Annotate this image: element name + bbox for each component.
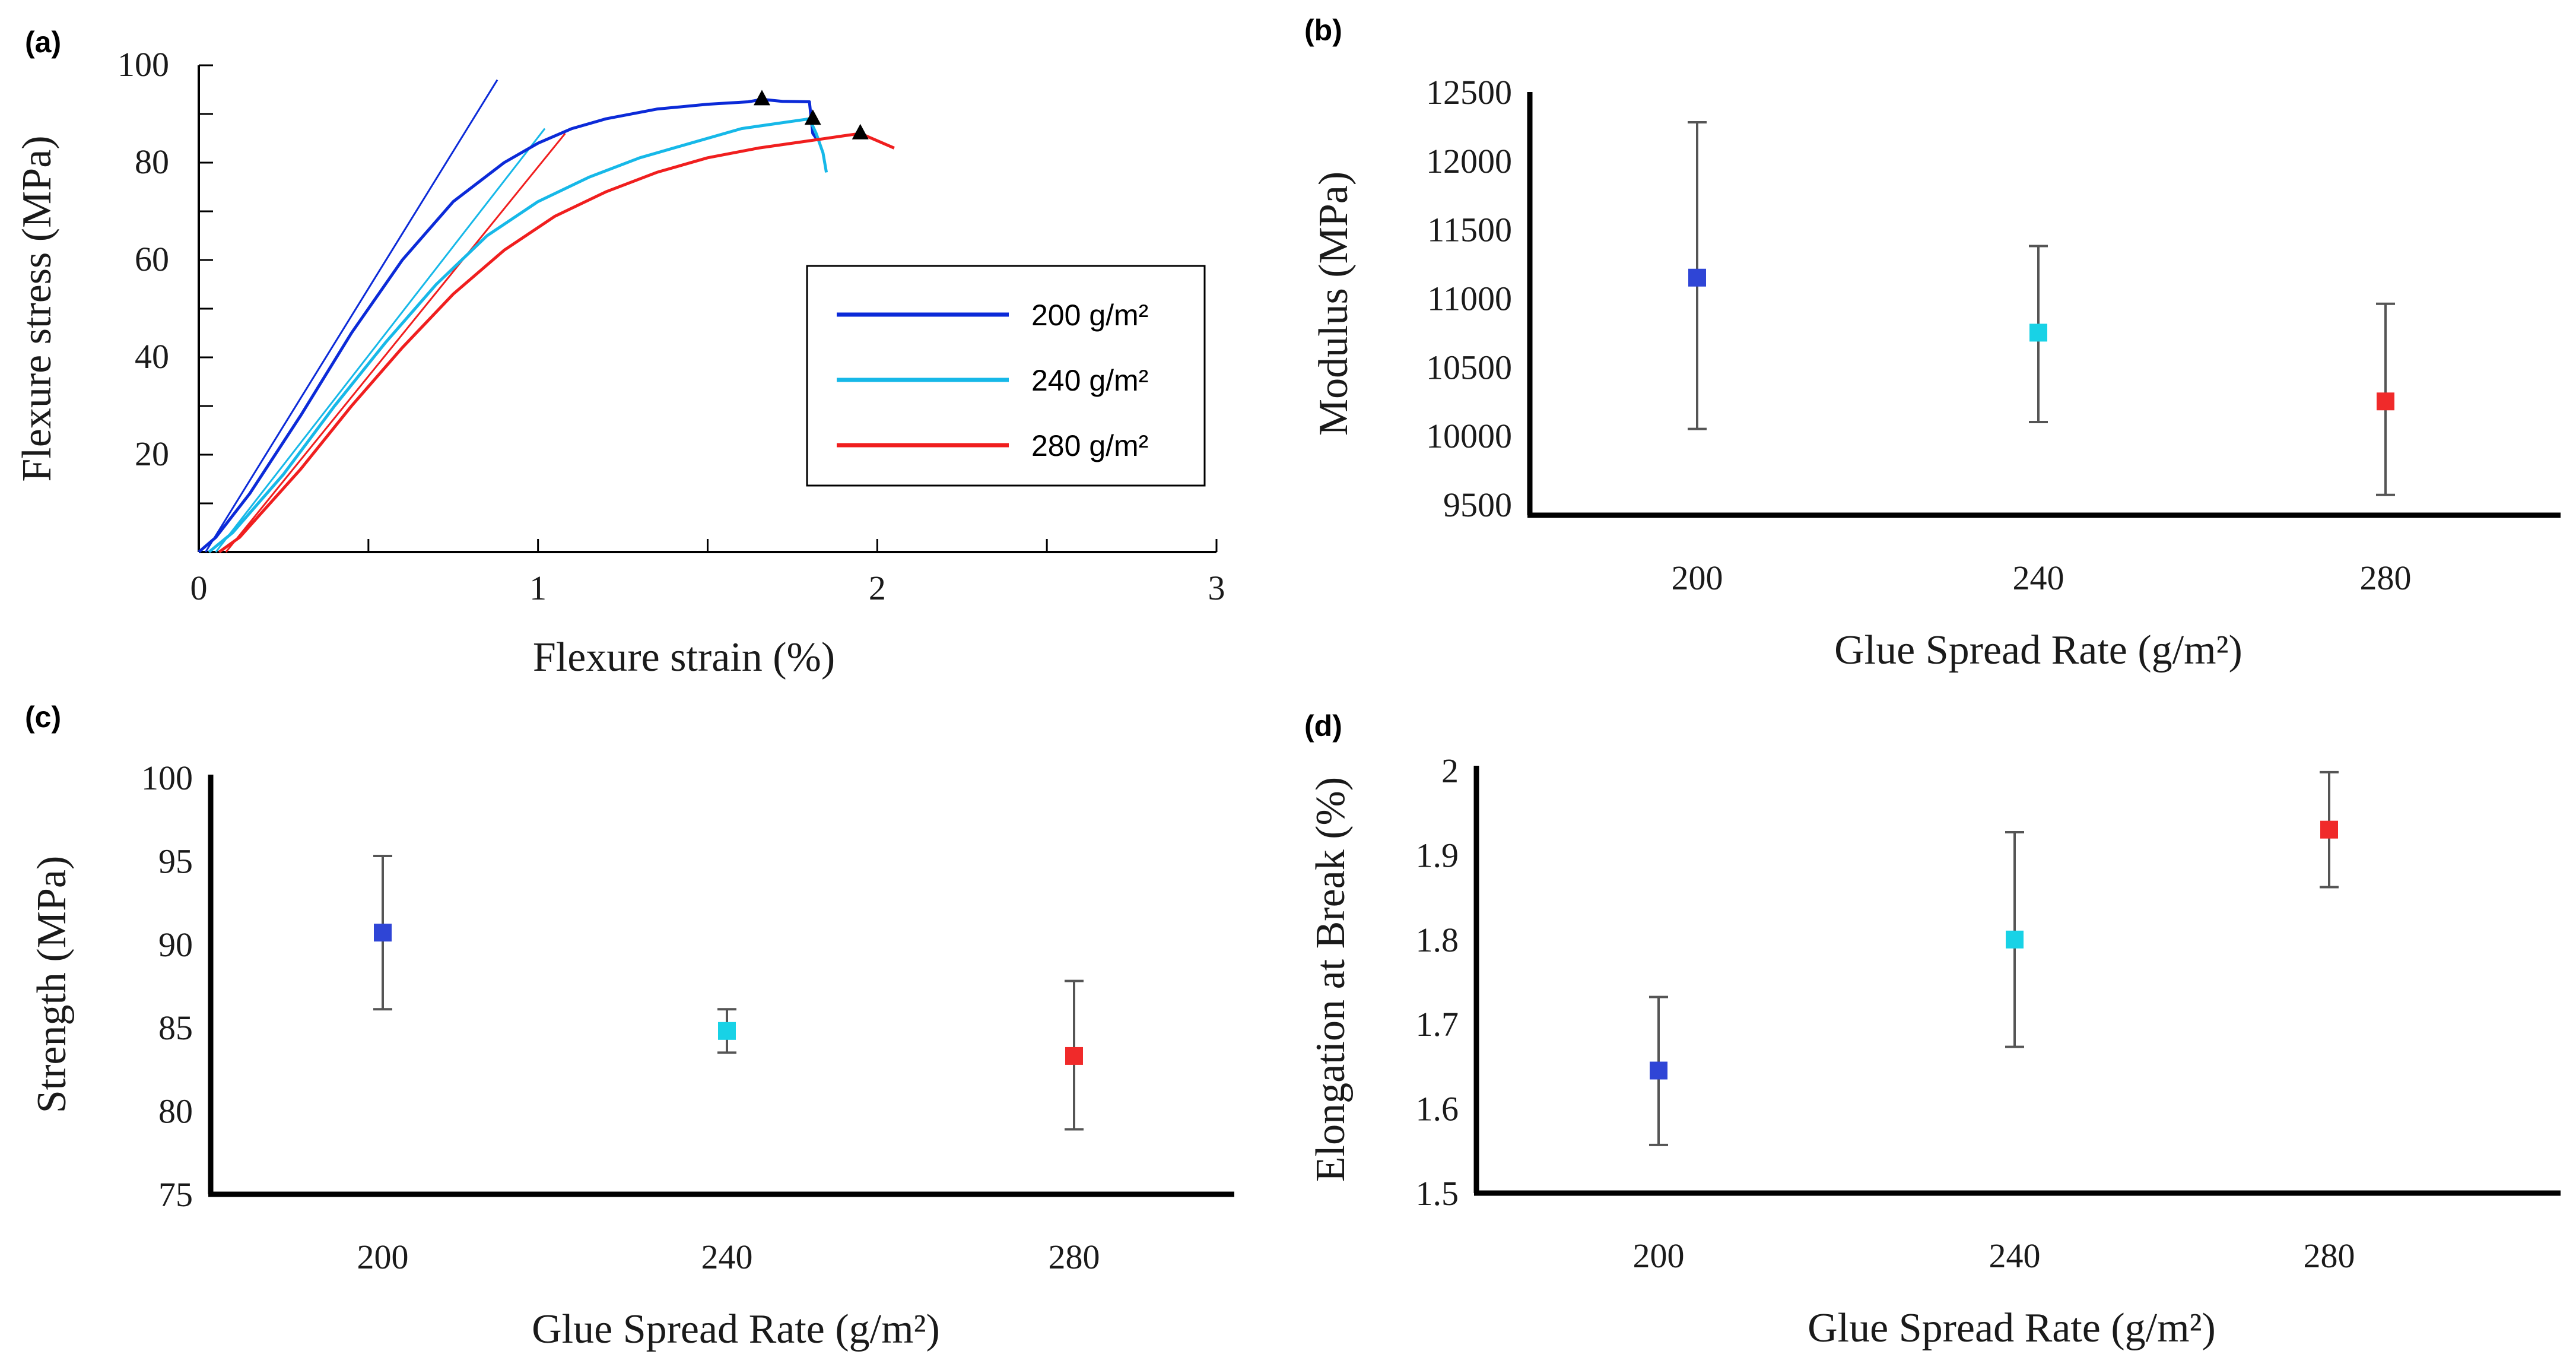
legend-label: 240 g/m²: [1031, 364, 1148, 397]
panel-b: (b) 9500 10000 10500 11000 11500 12000 12500 200…: [1304, 14, 2561, 673]
y-tick-label: 1.6: [1416, 1090, 1459, 1128]
y-tick-label: 12000: [1426, 142, 1512, 180]
x-tick-label: 200: [1672, 559, 1723, 597]
y-tick-label: 20: [135, 435, 169, 473]
y-tick-label: 75: [158, 1175, 193, 1214]
y-axis-title: Elongation at Break (%): [1308, 777, 1354, 1182]
y-axis-title: Strength (MPa): [29, 856, 75, 1114]
y-tick-label: 85: [158, 1009, 193, 1047]
x-axis-title: Glue Spread Rate (g/m²): [1808, 1305, 2216, 1351]
y-tick-label: 9500: [1443, 486, 1512, 524]
panel-a: (a) 20 40 60 80 100 0 1 2 3 Flexure strain (%) Flex…: [14, 26, 1225, 680]
y-tick-label: 90: [158, 925, 193, 964]
y-tick-label: 1.8: [1416, 921, 1459, 959]
y-tick-label: 2: [1441, 751, 1459, 790]
x-tick-label: 240: [2013, 559, 2064, 597]
legend-label: 200 g/m²: [1031, 299, 1148, 332]
modulus-line: [215, 128, 546, 553]
break-marker: [753, 90, 770, 106]
x-tick-label: 280: [2304, 1236, 2355, 1275]
series-line: [198, 97, 818, 553]
y-tick-label: 1.5: [1416, 1174, 1459, 1213]
legend-label: 280 g/m²: [1031, 429, 1148, 462]
x-tick-label: 200: [1633, 1236, 1685, 1275]
break-marker: [804, 109, 821, 125]
data-point: [718, 1022, 736, 1040]
data-point: [1688, 268, 1706, 287]
y-tick-label: 1.7: [1416, 1005, 1459, 1044]
x-tick-label: 280: [2360, 559, 2412, 597]
modulus-line: [205, 79, 498, 553]
x-tick-label: 240: [1989, 1236, 2041, 1275]
data-point: [1065, 1046, 1083, 1065]
x-tick-label: 3: [1208, 569, 1225, 607]
y-tick-label: 60: [135, 240, 169, 278]
y-tick-label: 100: [117, 45, 169, 84]
data-point: [2029, 324, 2047, 342]
data-point: [1650, 1061, 1667, 1080]
panel-label: (c): [25, 700, 61, 734]
panel-label: (a): [25, 26, 61, 59]
x-axis-title: Flexure strain (%): [533, 635, 835, 680]
panel-d: (d) 1.5 1.6 1.7 1.8 1.9 2 200 240 280 Glue Spread …: [1304, 709, 2561, 1351]
y-tick-label: 40: [135, 337, 169, 376]
series-line: [208, 117, 828, 553]
y-axis-title: Flexure stress (MPa): [14, 135, 60, 481]
data-point: [2377, 392, 2394, 411]
break-marker: [852, 123, 869, 139]
y-tick-label: 10500: [1426, 348, 1512, 386]
y-tick-label: 80: [158, 1092, 193, 1131]
panel-label: (d): [1304, 709, 1342, 743]
x-tick-label: 240: [701, 1238, 753, 1276]
y-tick-label: 80: [135, 142, 169, 181]
data-point: [374, 924, 392, 942]
legend-box: [806, 265, 1206, 487]
x-axis-title: Glue Spread Rate (g/m²): [532, 1306, 940, 1352]
series-line: [218, 132, 895, 554]
x-tick-label: 2: [869, 569, 886, 607]
data-point: [2006, 930, 2024, 949]
y-tick-label: 12500: [1426, 73, 1512, 112]
x-tick-label: 200: [357, 1238, 409, 1276]
x-tick-label: 280: [1049, 1238, 1100, 1276]
data-point: [2320, 820, 2338, 839]
y-tick-label: 11500: [1427, 211, 1512, 249]
panel-c: (c) 75 80 85 90 95 100 200 240 280 Glue Spread Rat…: [25, 700, 1234, 1352]
legend: 200 g/m² 240 g/m² 280 g/m²: [806, 265, 1206, 487]
modulus-line: [225, 132, 566, 553]
y-tick-label: 100: [141, 759, 193, 797]
x-tick-label: 1: [529, 569, 547, 607]
y-tick-label: 10000: [1426, 417, 1512, 455]
x-tick-label: 0: [190, 569, 208, 607]
y-tick-label: 95: [158, 842, 193, 880]
y-axis-title: Modulus (MPa): [1311, 172, 1357, 436]
y-tick-label: 11000: [1427, 280, 1512, 318]
x-axis-title: Glue Spread Rate (g/m²): [1834, 627, 2243, 673]
panel-label: (b): [1304, 14, 1342, 47]
y-tick-label: 1.9: [1416, 836, 1459, 874]
